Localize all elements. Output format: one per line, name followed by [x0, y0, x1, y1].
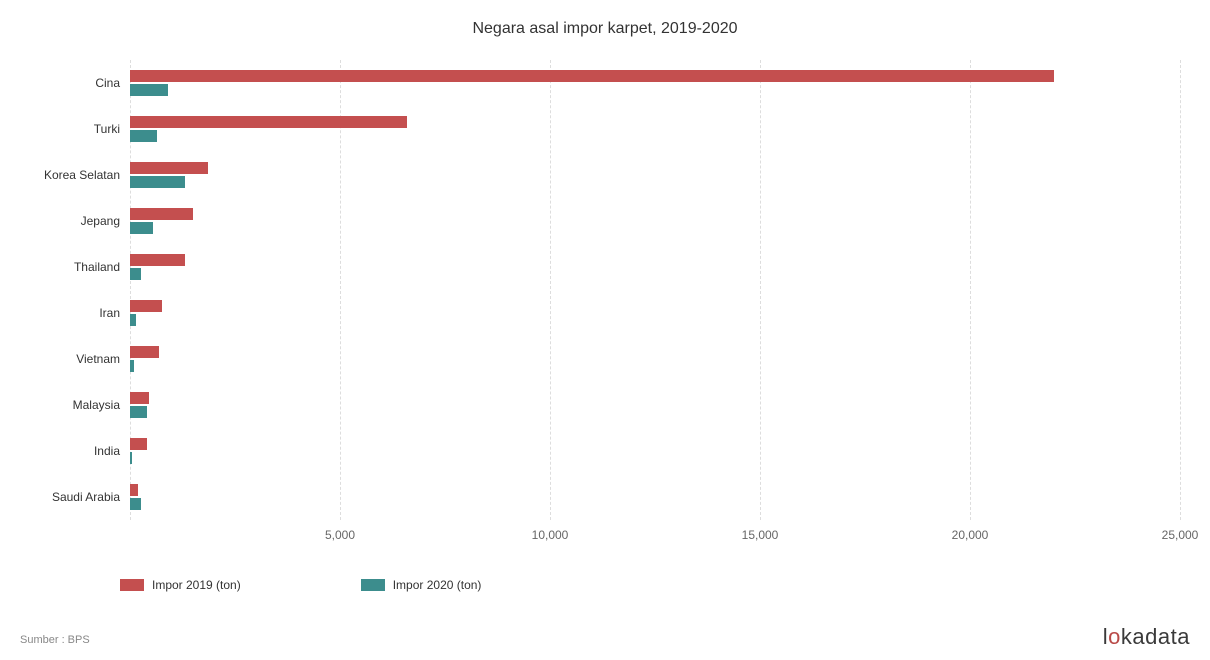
bar	[130, 268, 141, 280]
bar	[130, 438, 147, 450]
x-tick-label: 20,000	[952, 528, 989, 542]
x-tick-label: 5,000	[325, 528, 355, 542]
y-tick-label: Vietnam	[76, 352, 120, 366]
y-tick-label: Iran	[99, 306, 120, 320]
source-text: Sumber : BPS	[20, 634, 90, 646]
bar	[130, 314, 136, 326]
bar	[130, 84, 168, 96]
y-tick-label: Thailand	[74, 260, 120, 274]
bar	[130, 162, 208, 174]
chart-plot-area: 5,00010,00015,00020,00025,000	[130, 60, 1180, 540]
bar	[130, 222, 153, 234]
plot-region: 5,00010,00015,00020,00025,000	[130, 60, 1180, 520]
legend-item-2019: Impor 2019 (ton)	[120, 578, 241, 592]
bar	[130, 208, 193, 220]
brand-logo: lokadata	[1103, 624, 1190, 650]
brand-mid: kad	[1121, 624, 1158, 649]
brand-post: ata	[1158, 624, 1190, 649]
brand-o-red: o	[1108, 624, 1121, 649]
gridline	[130, 60, 131, 520]
legend-label-2020: Impor 2020 (ton)	[393, 578, 482, 592]
bar	[130, 300, 162, 312]
y-tick-label: Cina	[95, 76, 120, 90]
legend: Impor 2019 (ton) Impor 2020 (ton)	[120, 578, 481, 592]
bar	[130, 346, 159, 358]
legend-swatch-2019	[120, 579, 144, 591]
bar	[130, 116, 407, 128]
y-tick-label: Malaysia	[73, 398, 120, 412]
gridline	[550, 60, 551, 520]
y-tick-label: Korea Selatan	[44, 168, 120, 182]
legend-label-2019: Impor 2019 (ton)	[152, 578, 241, 592]
gridline	[760, 60, 761, 520]
bar	[130, 254, 185, 266]
bar	[130, 70, 1054, 82]
bar	[130, 392, 149, 404]
y-tick-label: India	[94, 444, 120, 458]
x-tick-label: 10,000	[532, 528, 569, 542]
legend-swatch-2020	[361, 579, 385, 591]
chart-title: Negara asal impor karpet, 2019-2020	[0, 0, 1210, 38]
y-tick-label: Saudi Arabia	[52, 490, 120, 504]
bar	[130, 130, 157, 142]
y-tick-label: Turki	[94, 122, 120, 136]
bar	[130, 484, 138, 496]
x-tick-label: 15,000	[742, 528, 779, 542]
x-tick-label: 25,000	[1162, 528, 1199, 542]
bar	[130, 360, 134, 372]
bar	[130, 406, 147, 418]
bar	[130, 452, 132, 464]
legend-item-2020: Impor 2020 (ton)	[361, 578, 482, 592]
bar	[130, 176, 185, 188]
gridline	[970, 60, 971, 520]
gridline	[1180, 60, 1181, 520]
gridline	[340, 60, 341, 520]
bar	[130, 498, 141, 510]
y-tick-label: Jepang	[81, 214, 120, 228]
